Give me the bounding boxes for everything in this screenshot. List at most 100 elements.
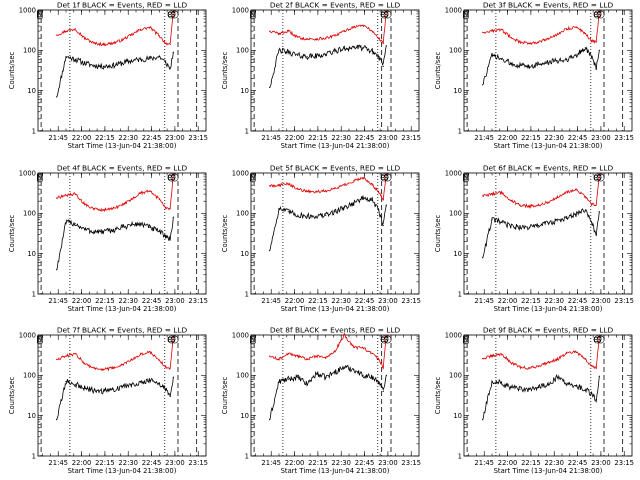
panel-2-event-point-16 [385,45,387,47]
panel-7-lld-point-11 [140,353,142,355]
panel-7-event-point-6 [93,389,95,392]
panel-4-flag-s-icon [170,173,179,182]
panel-9-flag-e-icon [593,335,602,344]
panel-5-event-point-10 [343,206,345,208]
panel-1-lld-point-15 [169,43,171,46]
panel-3-x-tick-label-6: 23:15 [614,134,634,142]
panel-3: Det 3f BLACK = Events, RED = LLD 1 10 100 10… [434,1,634,151]
panel-1-lld-point-12 [149,26,151,28]
panel-5-event-point-16 [385,204,387,206]
panel-8-x-tick-label-4: 22:45 [355,459,375,467]
panel-3-y-tick-label-1: 10 [453,87,462,95]
panel-5-lld-point-14 [378,190,380,192]
panel-6-event-point-12 [575,213,577,215]
panel-1-x-tick-label-2: 22:15 [95,134,115,142]
panel-6-flag-label-1: E [594,174,598,182]
panel-8-flag-label-2: S [384,336,388,344]
panel-5-x-tick-label-3: 22:30 [331,297,351,305]
panel-6-x-tick-label-0: 21:45 [474,297,494,305]
panel-3-y-axis-label: Counts/sec [434,52,442,90]
panel-8-event-point-8 [325,376,327,378]
panel-1-event-point-14 [165,61,167,64]
panel-5-lld-point-9 [334,187,336,189]
panel-1-title: Det 1f BLACK = Events, RED = LLD [57,1,188,10]
panel-5-y-tick-label-3: 1000 [232,169,249,177]
panel-8-event-point-15 [382,390,384,392]
panel-1-event-point-15 [169,68,171,70]
panel-9-flag-label-1: E [594,336,598,344]
panel-2-event-point-9 [334,50,336,52]
panel-6-event-point-10 [556,220,558,222]
panel-1-lld-point-2 [56,34,58,36]
panel-2-flag-e-icon [380,10,389,19]
panel-3-lld-point-13 [584,33,586,35]
panel-2-event-point-12 [362,47,364,49]
panel-3-event-point-14 [591,56,593,58]
panel-3-lld-point-14 [591,40,593,42]
panel-4-event-point-4 [74,223,76,225]
panel-5-flag-label-2: S [384,174,388,182]
panel-8-event-point-9 [334,371,336,373]
panel-8-y-tick-label-2: 100 [236,372,249,380]
panel-8-lld-point-13 [371,352,373,354]
panel-1-event-point-9 [121,62,123,64]
panel-3-event-point-3 [491,54,493,57]
panel-2-event-point-13 [371,50,373,52]
panel-6-event-point-3 [491,219,493,221]
panel-3-event-point-12 [575,54,577,57]
panel-4-series-events [56,217,174,270]
panel-2: Det 2f BLACK = Events, RED = LLD 1 10 100 10… [221,1,421,151]
panel-5-lld-point-10 [343,184,345,186]
panel-2-lld-point-11 [353,26,355,28]
panel-5-event-point-13 [371,199,373,201]
panel-8-x-axis-label: Start Time (13-Jun-04 21:38:00) [281,467,390,475]
panel-8-event-point-7 [315,373,317,375]
panel-8-event-point-5 [297,376,299,378]
panel-8-plot-frame [250,334,420,457]
panel-2-event-point-6 [306,56,308,58]
panel-5-lld-point-3 [278,184,280,186]
panel-2-lld-point-2 [269,30,271,32]
panel-4-event-point-7 [102,231,104,233]
panel-4: Det 4f BLACK = Events, RED = LLD 1 10 100 10… [8,164,208,314]
panel-5-lld-point-11 [353,180,355,182]
panel-2-lld-point-3 [278,33,280,35]
panel-9-x-tick-label-3: 22:30 [544,459,564,467]
panel-7-series-events [56,377,174,420]
panel-6-lld-point-15 [595,204,597,206]
panel-3-flag-label-0: N [463,11,468,19]
panel-9-event-point-5 [510,386,512,389]
panel-8-event-point-13 [371,376,373,378]
panel-5-event-point-7 [315,215,317,217]
panel-3-lld-point-2 [482,31,484,33]
panel-5-series-lld [269,173,387,201]
panel-7-lld-point-8 [112,367,114,369]
panel-8-y-axis-label: Counts/sec [221,377,229,415]
panel-5-lld-point-6 [306,190,308,192]
panel-5-series-events [269,195,387,251]
panel-6-x-tick-label-4: 22:45 [568,297,588,305]
panel-9-lld-point-15 [595,367,597,369]
panel-4-lld-point-10 [130,198,132,201]
panel-7-lld-point-5 [84,362,86,364]
panel-9-lld-point-8 [538,365,540,367]
panel-9-y-axis-label: Counts/sec [434,377,442,415]
panel-6-flag-s-icon [596,173,605,182]
panel-8-lld-point-4 [287,352,289,354]
panel-4-x-tick-label-5: 23:00 [165,297,185,305]
panel-3-flag-label-2: S [597,11,601,19]
panel-8-lld-point-3 [278,358,280,360]
panel-4-event-point-10 [130,224,132,226]
panel-6-flag-e-icon [593,173,602,182]
panel-8-x-tick-label-1: 22:00 [285,459,305,467]
panel-1-lld-point-14 [165,42,167,44]
panel-5-lld-point-7 [315,191,317,193]
panel-3-event-point-4 [500,58,502,60]
panel-3-y-tick-label-3: 1000 [445,6,462,14]
panel-3-x-tick-label-5: 23:00 [591,134,611,142]
panel-3-event-point-6 [519,64,521,67]
panel-6-event-point-14 [591,221,593,223]
panel-4-lld-point-12 [149,190,151,192]
panel-4-y-axis-label: Counts/sec [8,215,16,253]
